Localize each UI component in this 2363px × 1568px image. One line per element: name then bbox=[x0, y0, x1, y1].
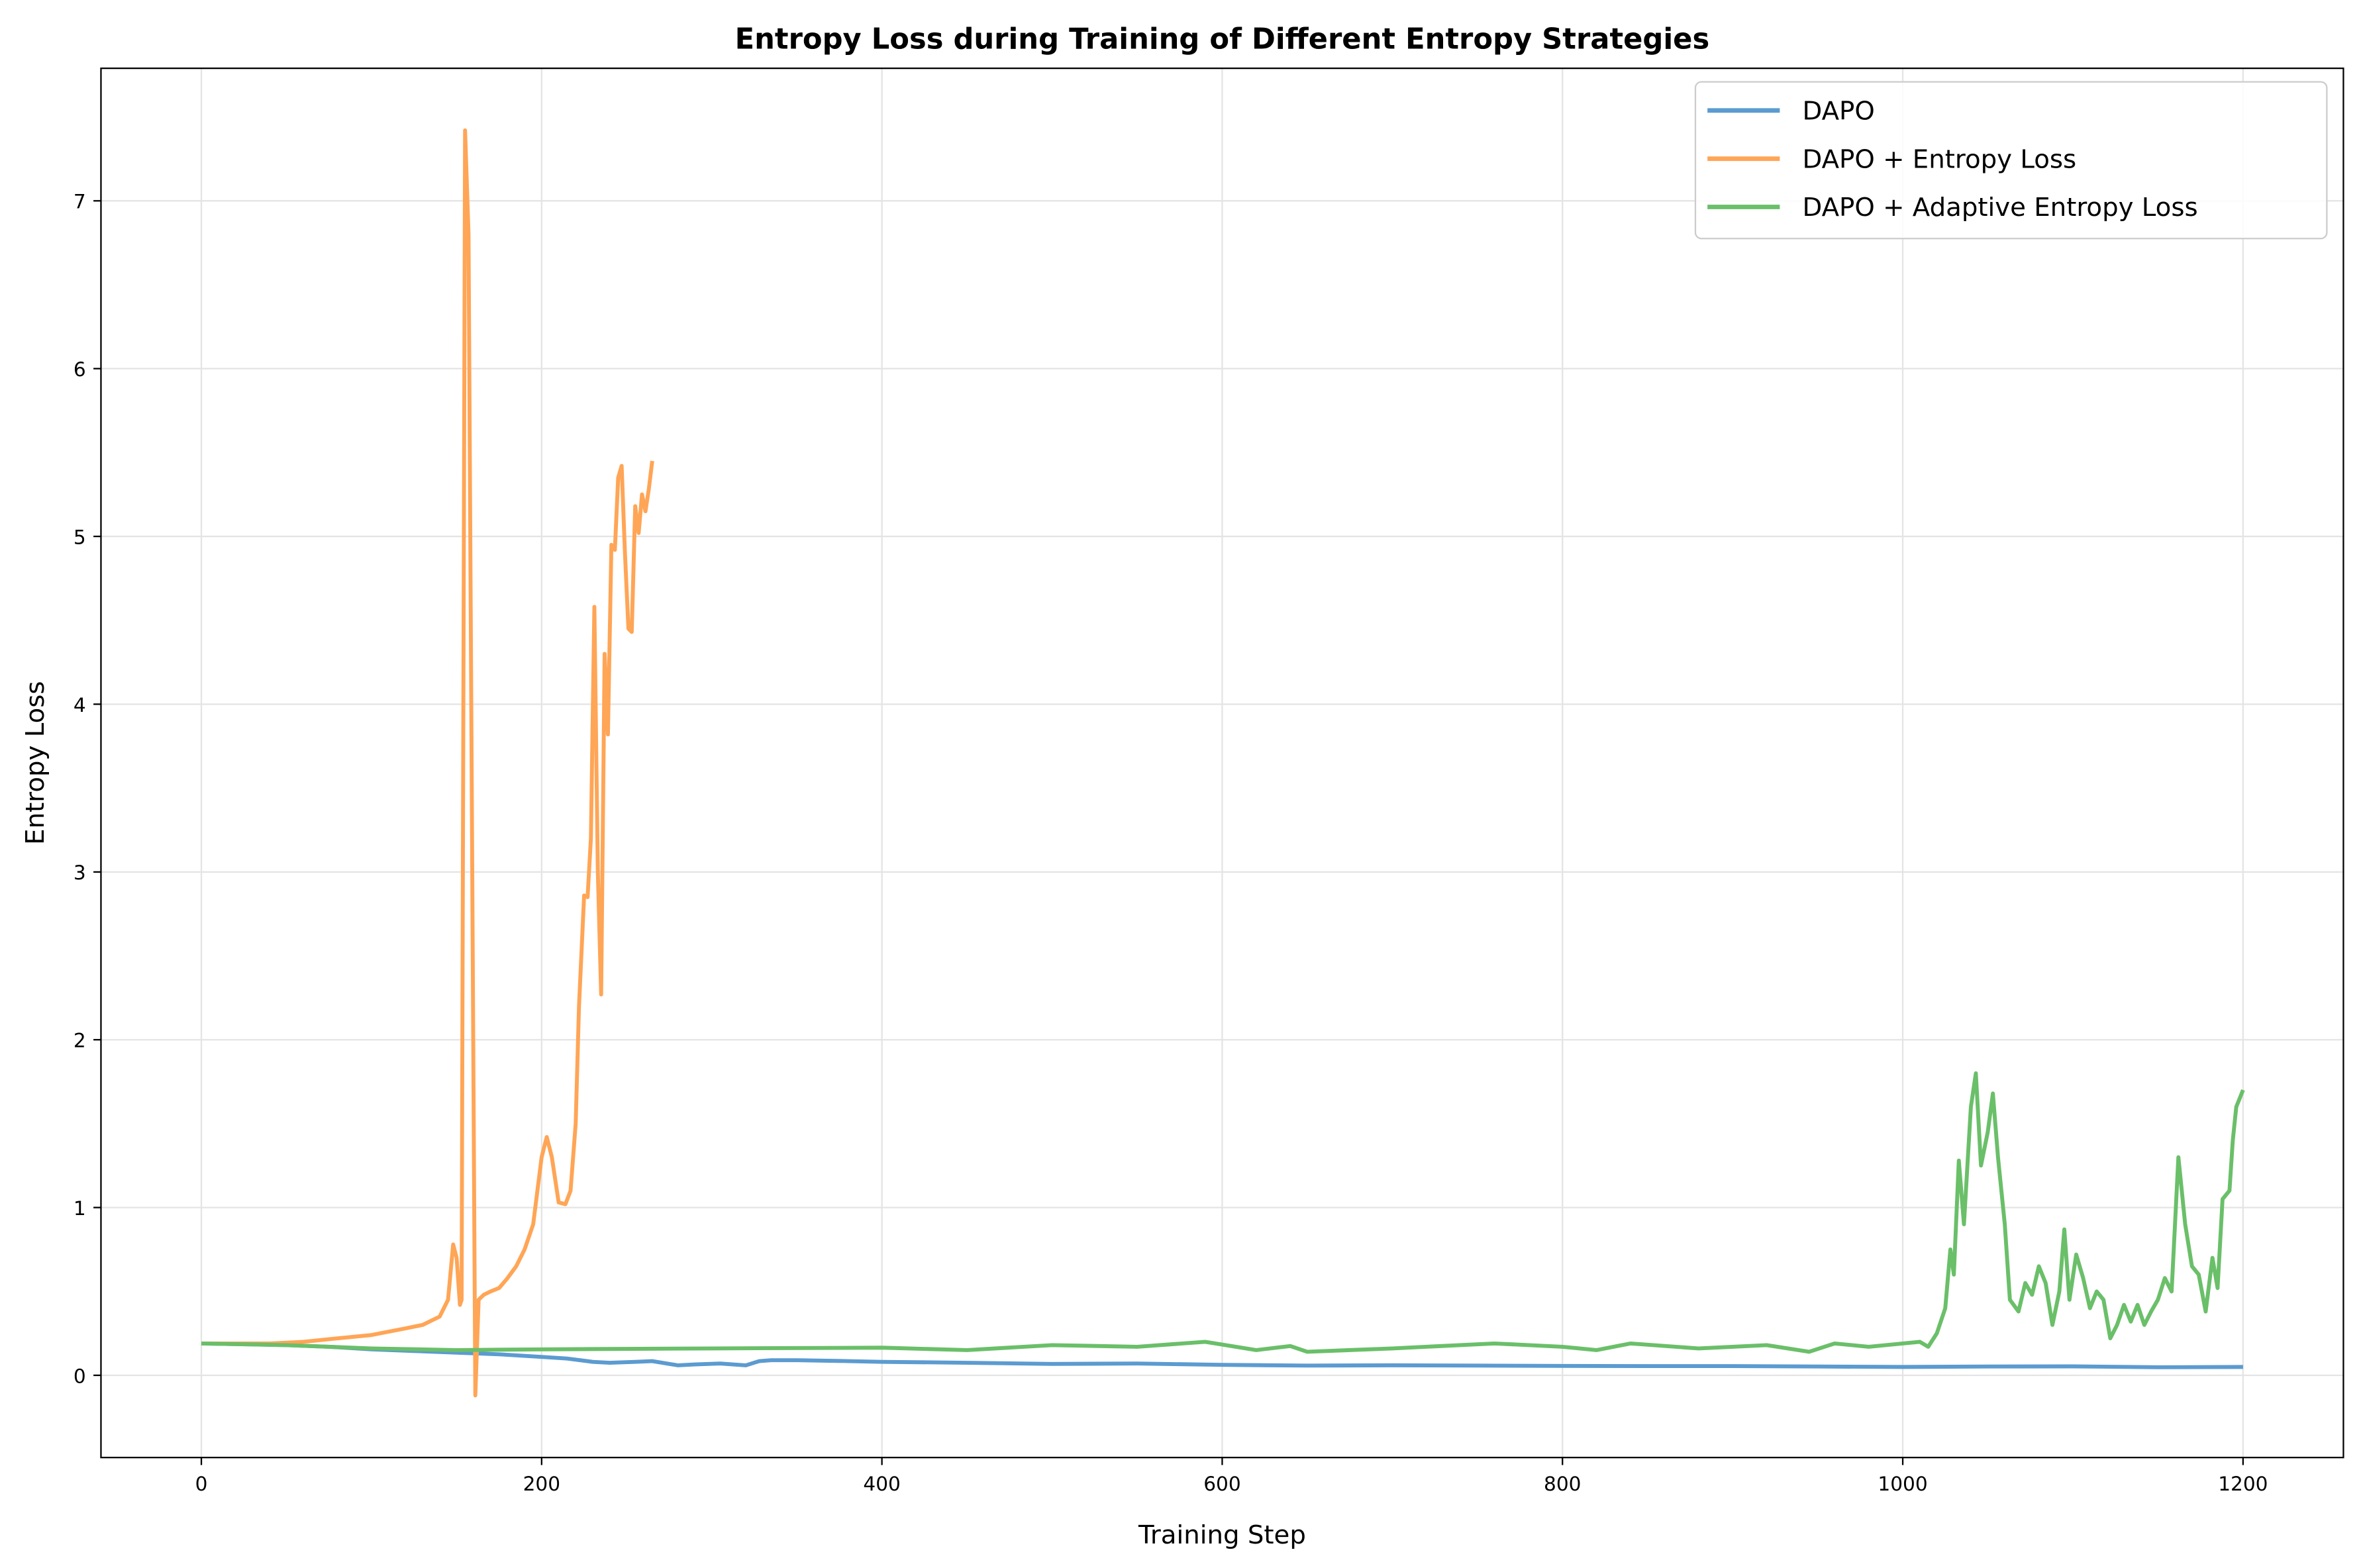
y-tick-label: 4 bbox=[74, 694, 86, 716]
y-tick-label: 5 bbox=[74, 526, 86, 548]
chart-title: Entropy Loss during Training of Differen… bbox=[735, 23, 1710, 56]
legend-label: DAPO + Adaptive Entropy Loss bbox=[1803, 193, 2198, 222]
legend: DAPO DAPO + Entropy Loss DAPO + Adaptive E… bbox=[1694, 81, 2328, 240]
y-tick-label: 1 bbox=[74, 1197, 86, 1220]
x-tick-label: 200 bbox=[523, 1473, 560, 1495]
x-tick-label: 400 bbox=[863, 1473, 900, 1495]
series-line-2 bbox=[201, 1071, 2245, 1354]
legend-label: DAPO bbox=[1803, 97, 1875, 126]
y-tick-label: 6 bbox=[74, 358, 86, 381]
x-tick-label: 1200 bbox=[2218, 1473, 2268, 1495]
grid bbox=[101, 68, 2344, 1458]
series-lines bbox=[201, 128, 2245, 1398]
y-tick-label: 0 bbox=[74, 1365, 86, 1387]
x-tick-label: 600 bbox=[1203, 1473, 1240, 1495]
series-line-0 bbox=[201, 1341, 2243, 1369]
ticks: 0 200 400 600 800 1000 1200 0 1 2 3 4 5 6 7 bbox=[74, 191, 2268, 1496]
x-tick-label: 1000 bbox=[1878, 1473, 1927, 1495]
series-line-1 bbox=[201, 128, 654, 1398]
legend-label: DAPO + Entropy Loss bbox=[1803, 144, 2077, 174]
x-tick-label: 0 bbox=[195, 1473, 208, 1495]
y-tick-label: 2 bbox=[74, 1030, 86, 1052]
y-tick-label: 3 bbox=[74, 861, 86, 884]
x-tick-label: 800 bbox=[1544, 1473, 1581, 1495]
y-tick-label: 7 bbox=[74, 191, 86, 213]
x-axis-label: Training Step bbox=[1138, 1520, 1306, 1550]
y-axis-label: Entropy Loss bbox=[21, 681, 50, 844]
legend-box bbox=[1694, 81, 2328, 240]
